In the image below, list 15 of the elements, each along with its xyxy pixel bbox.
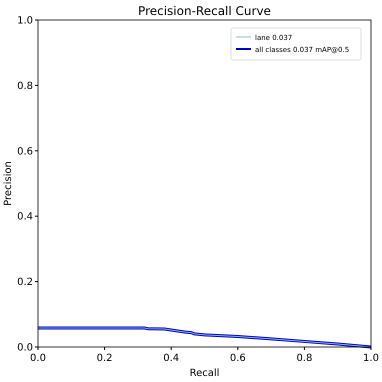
y-axis-title: Precision <box>3 161 14 206</box>
x-tick-label: 0.6 <box>230 353 246 364</box>
x-tick-label: 0.2 <box>96 353 113 364</box>
y-tick-label: 0.2 <box>17 277 33 288</box>
x-tick-label: 0.4 <box>163 353 180 364</box>
x-tick-label: 0.0 <box>30 353 46 364</box>
chart-title: Precision-Recall Curve <box>138 4 271 18</box>
y-tick-label: 0.6 <box>17 146 33 158</box>
x-axis-title: Recall <box>190 368 220 379</box>
y-tick-label: 0.0 <box>17 342 33 354</box>
y-tick-label: 1.0 <box>17 16 33 26</box>
y-tick-label: 0.8 <box>17 80 33 92</box>
y-tick-label: 0.4 <box>17 212 33 223</box>
x-tick-label: 0.8 <box>296 353 312 364</box>
x-tick-label: 1.0 <box>363 353 379 364</box>
